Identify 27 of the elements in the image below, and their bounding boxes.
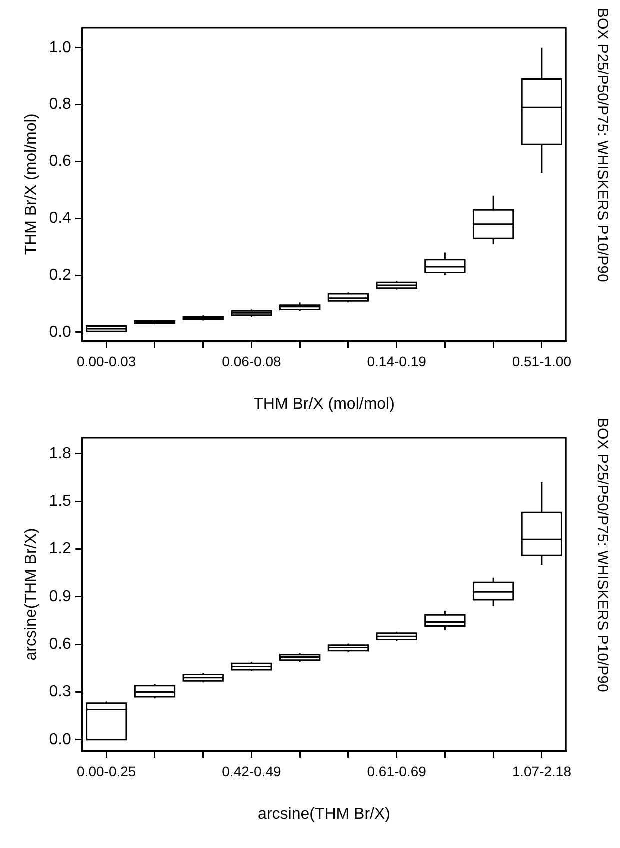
y-tick-label: 0.4: [49, 210, 72, 228]
text: BOX P25/P50/P75: WHISKERS P10/P90: [593, 418, 612, 692]
y-tick-label: 0.9: [49, 588, 72, 606]
y-tick-label: 1.2: [49, 540, 72, 558]
y-tick-label: 0.0: [49, 731, 72, 748]
y-tick-label: 0.6: [49, 636, 72, 653]
x-tick-label: 0.00-0.03: [77, 353, 136, 370]
y-tick-label: 1.8: [49, 445, 72, 462]
y-axis-title: arcsine(THM Br/X): [23, 528, 40, 661]
x-axis-title: arcsine(THM Br/X): [258, 806, 390, 823]
x-tick-label: 0.42-0.49: [222, 763, 282, 780]
x-tick-label: 0.51-1.00: [512, 353, 572, 370]
text: BOX P25/P50/P75: WHISKERS P10/P90: [593, 8, 612, 282]
x-tick-label: 0.00-0.25: [77, 763, 136, 780]
x-tick-label: 0.61-0.69: [367, 763, 427, 780]
x-tick-label: 1.07-2.18: [512, 763, 572, 780]
x-tick-label: 0.14-0.19: [367, 353, 427, 370]
x-axis-title: THM Br/X (mol/mol): [254, 396, 395, 413]
y-tick-label: 0.6: [49, 153, 72, 170]
y-tick-label: 1.5: [49, 492, 72, 510]
y-tick-label: 0.8: [49, 96, 72, 114]
y-tick-label: 0.2: [49, 266, 72, 284]
y-axis-title: THM Br/X (mol/mol): [23, 114, 40, 256]
y-tick-label: 0.3: [49, 684, 72, 701]
y-tick-label: 1.0: [49, 39, 72, 56]
y-tick-label: 0.0: [49, 324, 72, 341]
x-tick-label: 0.06-0.08: [222, 353, 282, 370]
